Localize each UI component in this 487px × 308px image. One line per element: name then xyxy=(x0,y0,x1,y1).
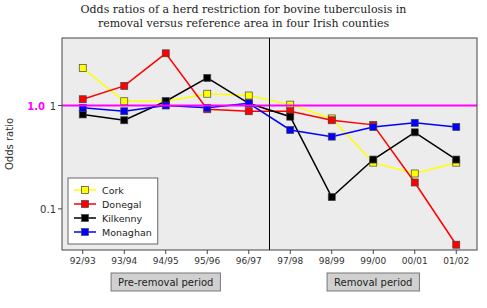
chart: Odds ratios of a herd restriction for bo… xyxy=(0,0,487,308)
y-tick xyxy=(58,208,62,209)
series-marker xyxy=(328,133,335,140)
legend: Cork Donegal Kilkenny Monaghan xyxy=(68,178,158,244)
reference-label: 1.0 xyxy=(27,101,45,112)
period-box xyxy=(327,273,419,291)
series-marker xyxy=(287,126,294,133)
period-label: Pre-removal period xyxy=(118,277,213,288)
x-tick-label: 95/96 xyxy=(194,256,220,266)
x-tick xyxy=(331,250,332,254)
title: Odds ratios of a herd restriction for bo… xyxy=(81,3,407,30)
x-tick xyxy=(414,250,415,254)
series-marker xyxy=(79,65,86,72)
x-tick xyxy=(165,250,166,254)
x-tick xyxy=(456,250,457,254)
series-marker xyxy=(411,179,418,186)
legend-label: Donegal xyxy=(102,199,141,210)
y-axis-label: Odds ratio xyxy=(4,118,15,170)
title-line: removal versus reference area in four Ir… xyxy=(98,17,390,30)
series-marker xyxy=(328,117,335,124)
series-marker xyxy=(79,96,86,103)
series-marker xyxy=(287,113,294,120)
series-marker xyxy=(204,90,211,97)
legend-label: Cork xyxy=(102,185,124,196)
series-marker xyxy=(245,108,252,115)
title-line: Odds ratios of a herd restriction for bo… xyxy=(81,3,407,16)
x-tick-label: 01/02 xyxy=(443,256,469,266)
x-tick xyxy=(124,250,125,254)
legend-box xyxy=(68,178,158,244)
series-marker xyxy=(411,129,418,136)
x-tick xyxy=(373,250,374,254)
x-tick-label: 96/97 xyxy=(236,256,262,266)
x-tick-label: 00/01 xyxy=(402,256,428,266)
series-marker xyxy=(121,82,128,89)
x-tick-label: 93/94 xyxy=(111,256,137,266)
series-marker xyxy=(453,123,460,130)
series-marker xyxy=(204,74,211,81)
period-divider xyxy=(269,38,270,250)
series-marker xyxy=(370,156,377,163)
series-marker xyxy=(121,98,128,105)
y-tick-label: 0.1 xyxy=(40,204,56,215)
series-marker xyxy=(162,50,169,57)
y-tick-label: 1 xyxy=(50,101,56,112)
series-marker xyxy=(121,108,128,115)
series-marker xyxy=(453,241,460,248)
series-marker xyxy=(245,92,252,99)
x-tick xyxy=(82,250,83,254)
series-marker xyxy=(121,117,128,124)
series-marker xyxy=(411,170,418,177)
series-marker xyxy=(79,111,86,118)
legend-label: Monaghan xyxy=(102,227,152,238)
legend-marker xyxy=(82,187,89,194)
series-marker xyxy=(411,119,418,126)
legend-label: Kilkenny xyxy=(102,213,143,224)
x-tick-label: 92/93 xyxy=(70,256,96,266)
legend-marker xyxy=(82,229,89,236)
series-marker xyxy=(453,156,460,163)
x-tick-label: 94/95 xyxy=(153,256,179,266)
period-box xyxy=(111,273,220,291)
y-tick xyxy=(58,105,62,106)
legend-marker xyxy=(82,215,89,222)
x-tick xyxy=(248,250,249,254)
period-label: Removal period xyxy=(334,277,412,288)
x-tick xyxy=(290,250,291,254)
series-marker xyxy=(328,194,335,201)
x-tick xyxy=(207,250,208,254)
plot-frame xyxy=(62,38,477,250)
x-tick-label: 98/99 xyxy=(319,256,345,266)
series-marker xyxy=(370,123,377,130)
x-tick-label: 97/98 xyxy=(277,256,303,266)
plot-background xyxy=(62,38,477,250)
x-tick-label: 99/00 xyxy=(360,256,386,266)
legend-marker xyxy=(82,201,89,208)
